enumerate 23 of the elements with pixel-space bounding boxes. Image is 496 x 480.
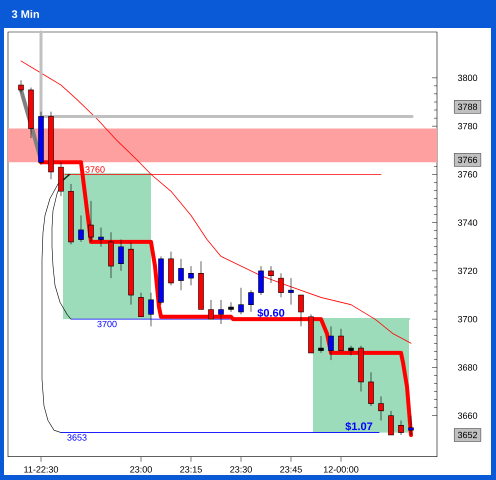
chart-title: 3 Min [12,10,39,18]
x-tick-label: 23:45 [280,466,302,473]
annotation: 3700 [97,320,117,328]
x-tick-label: 23:30 [230,466,252,473]
y-tick-label: 3680 [458,364,478,371]
annotation: 3760 [85,166,105,173]
x-tick-label: 11-22:30 [24,466,58,473]
y-tick-label: 3740 [458,219,478,226]
y-tick-label: 3700 [458,316,478,322]
y-tick-label: 3780 [458,122,478,130]
x-tick-label: 23:15 [180,466,202,473]
y-tick-label: 3766 [458,156,478,164]
x-tick-label: 12-00:00 [324,466,358,473]
y-tick-label: 3660 [458,412,478,419]
y-tick-label: 3760 [458,171,478,178]
annotation: 3653 [67,434,87,441]
y-tick-label: 3800 [458,74,478,82]
y-tick-label: 3652 [458,432,478,438]
x-tick-label: 23:00 [130,466,152,473]
annotation: $1.07 [345,422,372,431]
annotation: $0.60 [257,308,284,318]
y-tick-label: 3720 [458,268,478,274]
y-tick-label: 3788 [458,104,478,110]
